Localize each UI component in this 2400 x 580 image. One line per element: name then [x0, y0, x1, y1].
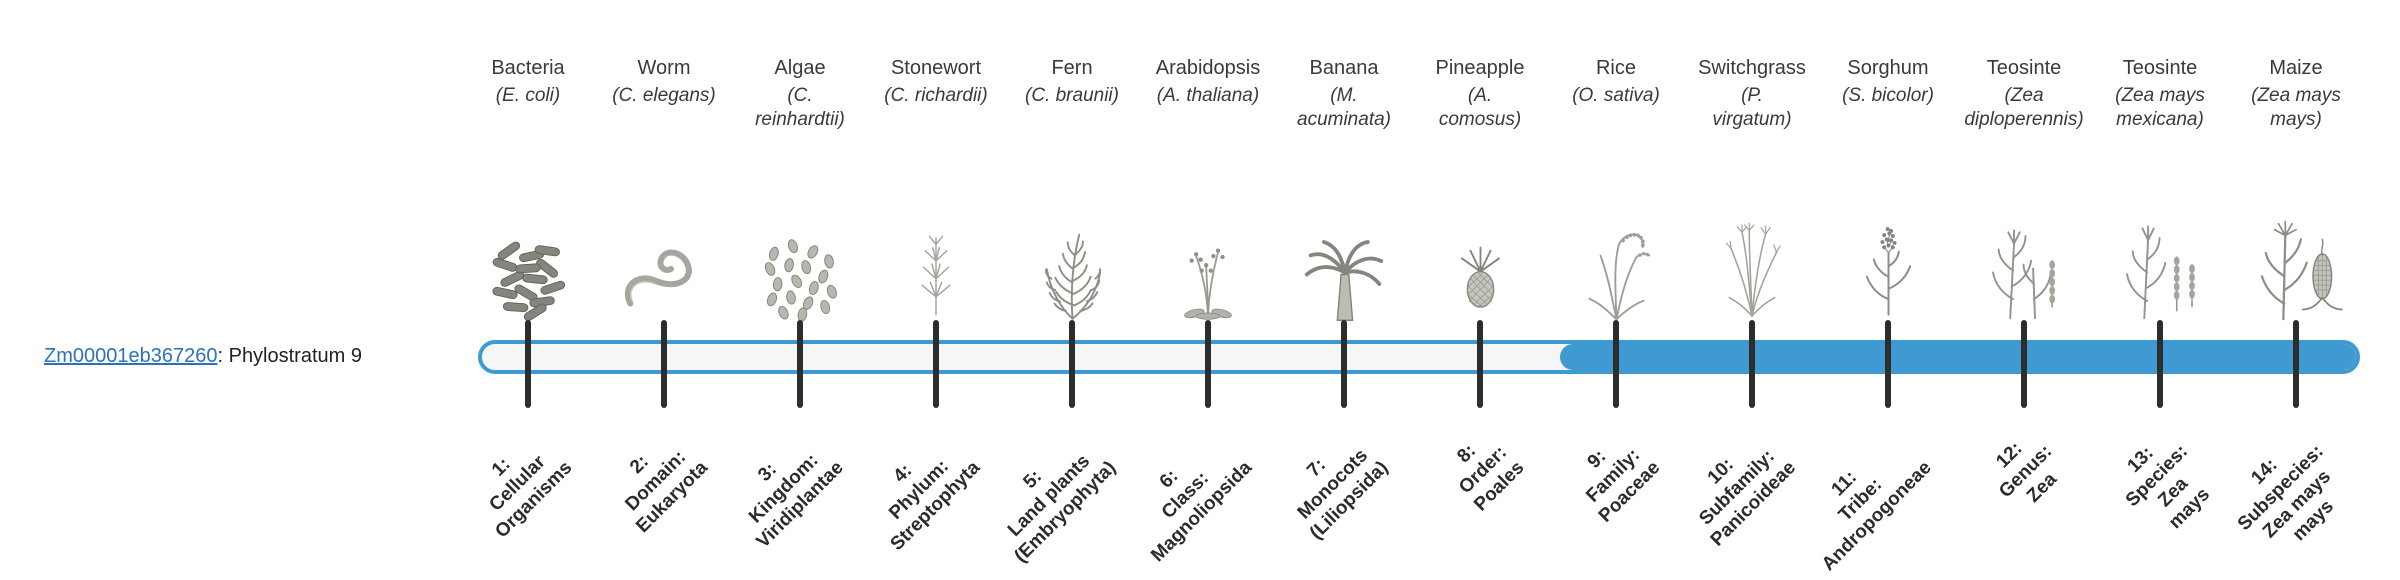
stratum-label: 1: Cellular Organisms — [485, 451, 577, 543]
organism-scientific-name: (A. thaliana) — [1156, 85, 1260, 106]
stratum-tick-7 — [1341, 320, 1347, 408]
stratum-tick-4 — [933, 320, 939, 408]
organism-name: Arabidopsis — [1155, 57, 1261, 79]
teosinte-mexicana-icon — [2108, 214, 2213, 326]
sorghum-icon — [1841, 216, 1936, 326]
organism-column-teosinte-mexicana: Teosinte (Zea mays mexicana) — [2076, 56, 2244, 326]
stratum-label: 13: Species: Zea mays — [2121, 440, 2214, 534]
organism-scientific-name: (O. sativa) — [1572, 85, 1660, 106]
bacteria-icon — [482, 238, 574, 326]
organism-name: Sorghum — [1847, 57, 1929, 79]
rice-plant-icon — [1564, 218, 1669, 326]
stratum-label: 5: Land plants (Embryophyta) — [1003, 450, 1121, 567]
stratum-label: 11: Tribe: Andropogoneae — [1818, 457, 1937, 576]
organism-scientific-name: (P. virgatum) — [1712, 85, 1792, 130]
teosinte-diploperennis-icon — [1972, 214, 2077, 326]
stratum-tick-1 — [525, 320, 531, 408]
stratum-label: 10: Subfamily: Panicoideae — [1695, 445, 1801, 551]
stratum-tick-5 — [1069, 320, 1075, 408]
organism-name: Banana — [1309, 57, 1379, 79]
organism-scientific-name: (C. elegans) — [612, 85, 716, 106]
stratum-tick-6 — [1205, 320, 1211, 408]
stratum-label: 6: Class: Magnoliopsida — [1147, 457, 1257, 567]
stratum-tick-3 — [797, 320, 803, 408]
organism-name: Switchgrass — [1698, 57, 1806, 79]
switchgrass-icon — [1702, 214, 1802, 326]
organism-column-bacteria: Bacteria (E. coli) — [444, 56, 612, 326]
worm-icon — [614, 231, 714, 326]
fern-icon — [1020, 216, 1125, 326]
organism-scientific-name: (C. braunii) — [1025, 85, 1119, 106]
organism-scientific-name: (Zea mays mexicana) — [2115, 85, 2205, 130]
stratum-label: 12: Genus: Zea — [1991, 438, 2061, 507]
stratum-label: 9: Family: Poaceae — [1582, 444, 1665, 527]
stratum-label: 3: Kingdom: Viridiplantae — [745, 449, 849, 553]
organism-name: Worm — [637, 57, 691, 79]
organism-name: Teosinte — [1986, 57, 2062, 79]
organism-column-arabidopsis: Arabidopsis (A. thaliana) — [1124, 56, 1292, 326]
organism-column-rice: Rice (O. sativa) — [1532, 56, 1700, 326]
phylostratum-bar-fill — [1560, 344, 2356, 370]
organism-scientific-name: (A. comosus) — [1438, 85, 1522, 130]
gene-label: Zm00001eb367260: Phylostratum 9 — [44, 345, 362, 368]
stratum-label: 4: Phylum: Streptophyta — [885, 455, 985, 555]
organism-name: Fern — [1051, 57, 1093, 79]
organism-column-worm: Worm (C. elegans) — [580, 56, 748, 326]
organism-scientific-name: (E. coli) — [495, 85, 561, 106]
stratum-label: 2: Domain: Eukaryota — [621, 446, 713, 538]
organism-scientific-name: (M. acuminata) — [1297, 85, 1391, 130]
organism-column-banana: Banana (M. acuminata) — [1260, 56, 1428, 326]
stratum-label: 8: Order: Poales — [1453, 440, 1529, 516]
organism-name: Teosinte — [2122, 57, 2198, 79]
organism-name: Bacteria — [491, 57, 565, 79]
stratum-tick-14 — [2293, 320, 2299, 408]
organism-column-stonewort: Stonewort (C. richardii) — [852, 56, 1020, 326]
organism-name: Rice — [1595, 57, 1636, 79]
banana-plant-icon — [1289, 221, 1399, 326]
organism-name: Algae — [774, 57, 826, 79]
stratum-tick-12 — [2021, 320, 2027, 408]
organism-column-algae: Algae (C. reinhardtii) — [716, 56, 884, 326]
gene-link[interactable]: Zm00001eb367260 — [44, 345, 218, 367]
stratum-label: 14: Subspecies: Zea mays mays — [2233, 440, 2338, 546]
maize-plant-icon — [2241, 214, 2351, 326]
organism-column-fern: Fern (C. braunii) — [988, 56, 1156, 326]
stratum-tick-8 — [1477, 320, 1483, 408]
gene-label-suffix: : Phylostratum 9 — [217, 345, 362, 367]
stratum-tick-9 — [1613, 320, 1619, 408]
organism-column-pineapple: Pineapple (A. comosus) — [1396, 56, 1564, 326]
organism-name: Stonewort — [890, 57, 982, 79]
algae-icon — [753, 231, 848, 326]
stratum-tick-11 — [1885, 320, 1891, 408]
organism-scientific-name: (S. bicolor) — [1842, 85, 1934, 106]
stratum-tick-2 — [661, 320, 667, 408]
stratum-tick-13 — [2157, 320, 2163, 408]
organism-column-maize: Maize (Zea mays mays) — [2212, 56, 2380, 326]
organism-column-teosinte-diploperennis: Teosinte (Zea diploperennis) — [1940, 56, 2108, 326]
organism-name: Maize — [2269, 57, 2323, 79]
arabidopsis-icon — [1158, 218, 1258, 326]
organism-scientific-name: (C. richardii) — [884, 85, 988, 106]
organism-scientific-name: (Zea diploperennis) — [1964, 85, 2084, 130]
phylostratum-bar — [478, 340, 2360, 374]
stonewort-icon — [891, 221, 981, 326]
organism-column-switchgrass: Switchgrass (P. virgatum) — [1668, 56, 1836, 326]
organism-scientific-name: (C. reinhardtii) — [755, 85, 845, 130]
organism-scientific-name: (Zea mays mays) — [2251, 85, 2341, 130]
organism-name: Pineapple — [1435, 57, 1525, 79]
stratum-tick-10 — [1749, 320, 1755, 408]
organism-column-sorghum: Sorghum (S. bicolor) — [1804, 56, 1972, 326]
stratum-label: 7: Monocots (Liliopsida) — [1293, 445, 1393, 544]
pineapple-icon — [1438, 221, 1523, 326]
